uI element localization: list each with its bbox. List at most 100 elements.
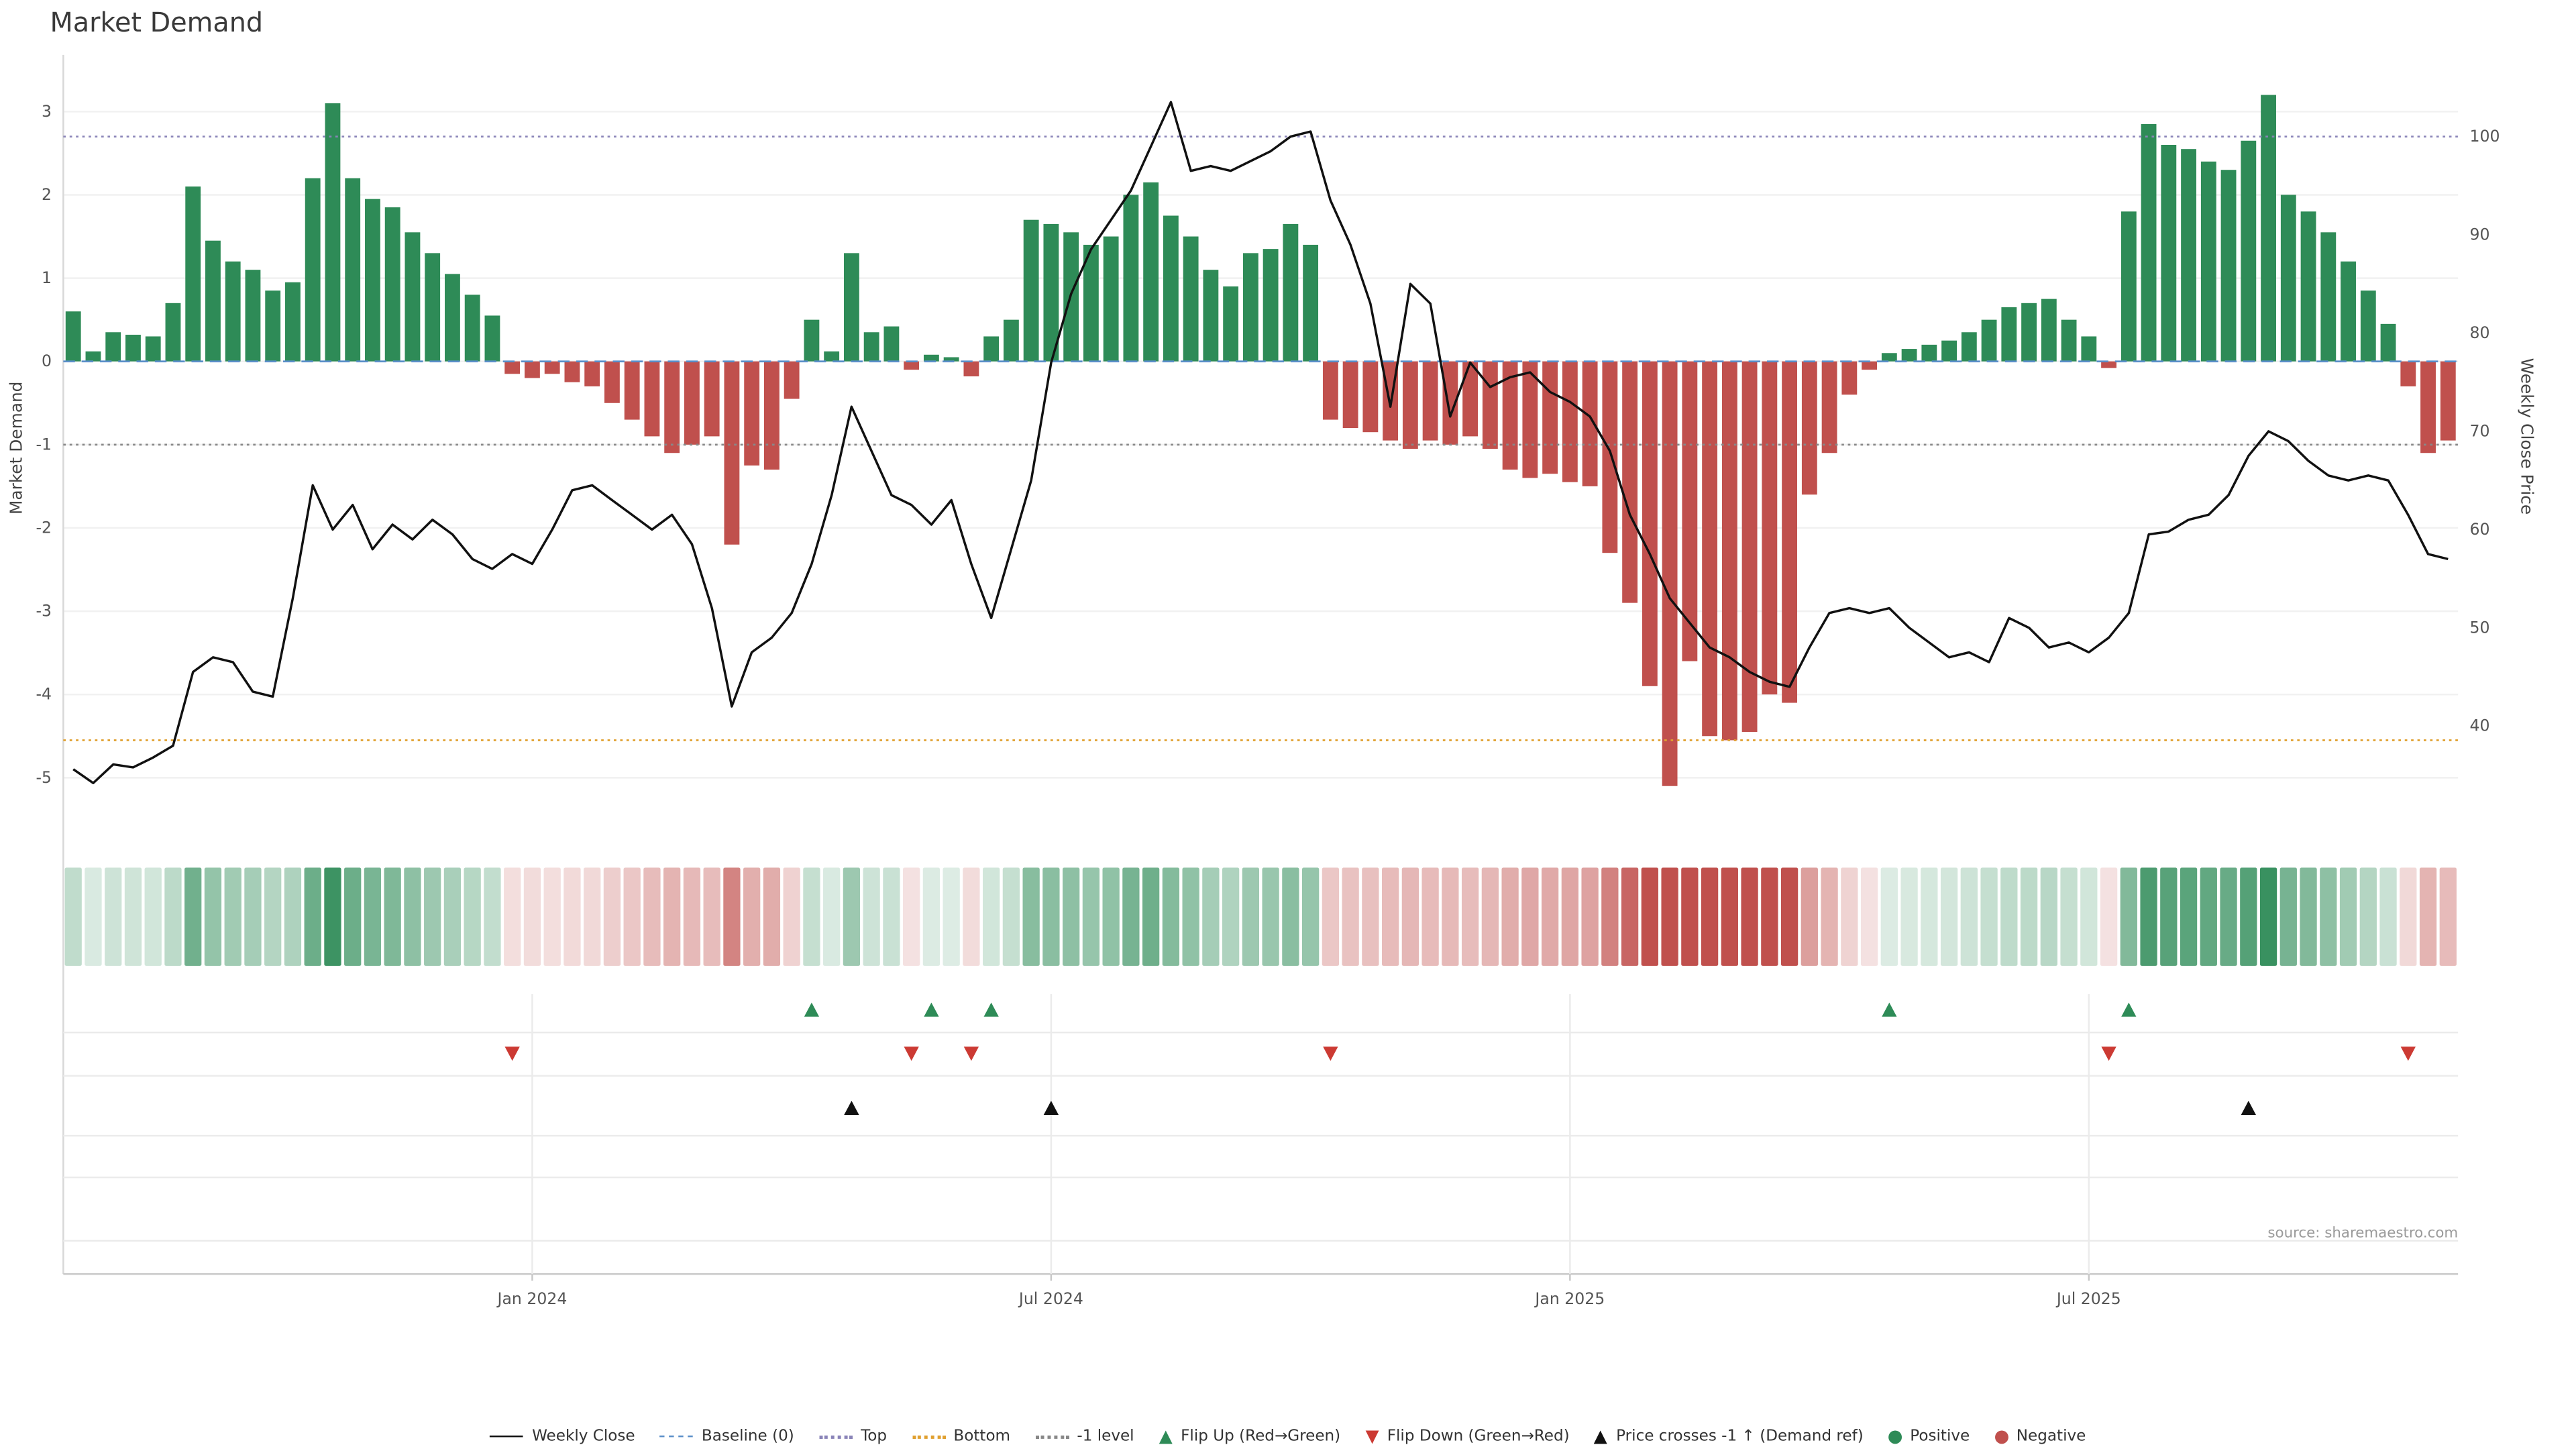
heatmap-cell	[643, 867, 661, 966]
negative-bar	[564, 361, 580, 382]
heatmap-cell	[603, 867, 621, 966]
legend-item: Flip Down (Green→Red)	[1365, 1428, 1570, 1446]
price-cross-marker	[2241, 1100, 2256, 1116]
positive-bar	[1961, 332, 1977, 362]
heatmap-cell	[384, 867, 401, 966]
heatmap-cell	[1801, 867, 1818, 966]
negative-bar	[1762, 361, 1778, 695]
flip-up-marker	[2121, 1002, 2137, 1017]
left-tick-label: -2	[36, 518, 52, 537]
legend-item-label: -1 level	[1077, 1427, 1134, 1446]
heatmap-cell	[2160, 867, 2178, 966]
legend: Weekly Close Baseline (0) Top Bottom -1 leve…	[0, 1428, 2576, 1446]
heatmap-cell	[1142, 867, 1160, 966]
positive-bar	[105, 332, 121, 362]
legend-swatch-line	[490, 1435, 524, 1438]
flip-up-marker	[983, 1002, 999, 1017]
heatmap-cell	[2040, 867, 2057, 966]
positive-bar	[2200, 161, 2216, 362]
heatmap-cell	[1002, 867, 1020, 966]
heatmap-cell	[2400, 867, 2417, 966]
heatmap-cell	[1162, 867, 1180, 966]
negative-bar	[604, 361, 620, 403]
positive-bar	[1223, 286, 1239, 362]
positive-bar	[185, 186, 201, 362]
heatmap-cell	[1780, 867, 1799, 966]
positive-bar	[2220, 170, 2237, 362]
negative-bar	[1642, 361, 1658, 686]
negative-bar	[1562, 361, 1578, 482]
heatmap-cell	[2300, 867, 2317, 966]
heatmap-cell	[464, 867, 481, 966]
left-tick-label: 0	[42, 352, 52, 370]
heatmap-cell	[863, 867, 880, 966]
heatmap-cell	[1561, 867, 1578, 966]
positive-bar	[1203, 270, 1219, 362]
negative-bar	[644, 361, 660, 437]
heatmap-cell	[1282, 867, 1299, 966]
negative-bar	[525, 361, 540, 378]
positive-bar	[1123, 195, 1139, 362]
right-tick-label: 50	[2470, 618, 2490, 637]
flip-up-marker	[1882, 1002, 1897, 1017]
right-tick-label: 40	[2470, 716, 2490, 735]
legend-item-label: Top	[861, 1427, 888, 1446]
heatmap-cell	[1042, 867, 1060, 966]
negative-bar	[1721, 361, 1737, 741]
positive-bar	[2001, 307, 2017, 362]
positive-bar	[1881, 353, 1897, 362]
heatmap-cell	[124, 867, 142, 966]
flip-down-marker	[963, 1046, 979, 1061]
positive-bar	[1921, 344, 1937, 362]
heatmap-cell	[1501, 867, 1519, 966]
negative-bar	[1702, 361, 1718, 737]
positive-bar	[1023, 219, 1039, 362]
positive-bar	[2300, 211, 2316, 362]
positive-bar	[365, 199, 380, 362]
heatmap-cell	[1442, 867, 1459, 966]
positive-bar	[65, 311, 81, 362]
negative-bar	[1422, 361, 1438, 441]
positive-bar	[445, 274, 460, 362]
right-tick-label: 100	[2470, 127, 2500, 146]
heatmap-cell	[1521, 867, 1539, 966]
positive-bar	[1901, 349, 1917, 362]
negative-bar	[1821, 361, 1837, 453]
negative-bar	[1782, 361, 1798, 703]
heatmap-cell	[1301, 867, 1320, 966]
heatmap-cell	[1641, 867, 1658, 966]
left-axis-title: Market Demand	[6, 382, 25, 515]
negative-bar	[1442, 361, 1458, 445]
reference-lines	[63, 136, 2459, 741]
positive-bar	[883, 326, 900, 362]
legend-item: Flip Up (Red→Green)	[1159, 1428, 1340, 1446]
negative-bar	[763, 361, 780, 470]
x-tick-label: Jul 2024	[1018, 1289, 1083, 1308]
x-tick-label: Jan 2024	[496, 1289, 567, 1308]
positive-bar	[405, 232, 421, 362]
positive-bar	[205, 240, 221, 362]
heatmap-cell	[723, 867, 741, 966]
heatmap-cell	[903, 867, 920, 966]
legend-swatch-dashed-line	[659, 1435, 694, 1438]
price-cross-marker	[844, 1100, 859, 1116]
heatmap-cell	[144, 867, 162, 966]
heatmap-cell	[1900, 867, 1918, 966]
heatmap-cell	[1841, 867, 1858, 966]
right-tick-label: 90	[2470, 225, 2490, 244]
heatmap-cell	[2259, 867, 2277, 966]
negative-bar	[1402, 361, 1418, 449]
positive-bar	[225, 261, 241, 362]
heatmap-cell	[164, 867, 182, 966]
heatmap-cell	[843, 867, 861, 966]
positive-bar	[285, 282, 301, 362]
positive-bar	[384, 207, 400, 362]
negative-bar	[904, 361, 920, 370]
heatmap-cell	[2339, 867, 2357, 966]
right-tick-label: 60	[2470, 520, 2490, 539]
positive-bar	[2261, 95, 2276, 362]
heatmap-cell	[823, 867, 841, 966]
legend-item-label: Bottom	[953, 1427, 1011, 1446]
heatmap-cell	[105, 867, 122, 966]
positive-bar	[245, 270, 261, 362]
